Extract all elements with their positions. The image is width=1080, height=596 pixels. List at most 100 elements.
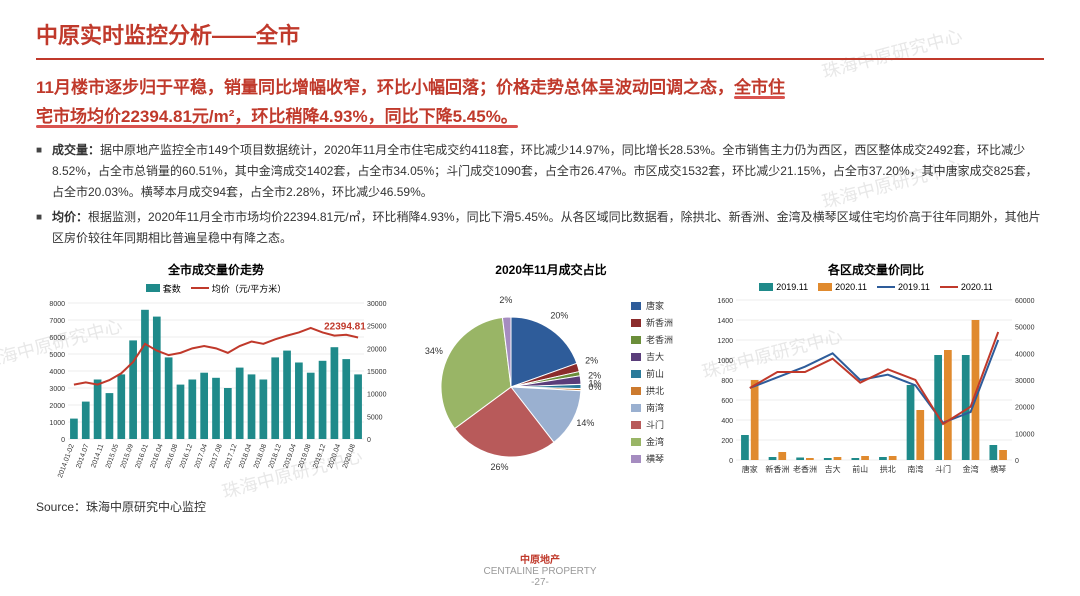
svg-text:40000: 40000 <box>1015 351 1035 358</box>
svg-text:8000: 8000 <box>49 301 65 308</box>
svg-text:34%: 34% <box>425 346 443 356</box>
lg-line2019-lb: 2019.11 <box>898 282 930 292</box>
svg-text:金湾: 金湾 <box>963 464 979 474</box>
legend-volume: 套数 <box>146 282 181 295</box>
chart3-svg: 0200400600800100012001400160001000020000… <box>706 294 1046 484</box>
svg-text:60000: 60000 <box>1015 298 1035 305</box>
title-main: 中原实时监控分析 <box>36 23 212 48</box>
svg-text:20000: 20000 <box>1015 404 1035 411</box>
legend-volume-label: 套数 <box>163 282 181 295</box>
svg-text:200: 200 <box>721 438 733 445</box>
svg-text:6000: 6000 <box>49 335 65 342</box>
chart1-svg: 0100020003000400050006000700080000500010… <box>36 297 396 487</box>
svg-text:5000: 5000 <box>367 414 383 421</box>
svg-text:2018.08: 2018.08 <box>253 443 268 469</box>
highlight-2: 宅市场均价22394.81元/m²，环比稍降4.93%，同比下降5.45%。 <box>36 107 518 126</box>
footer-logo: 中原地产 CENTALINE PROPERTY -27- <box>484 551 597 588</box>
chart2-svg: 20%2%2%1%0%14%26%34%2%唐家新香洲老香洲吉大前山拱北南湾斗门… <box>406 282 696 482</box>
svg-text:吉大: 吉大 <box>646 351 664 362</box>
highlight-1a: 11月楼市逐步归于平稳，销量同比增幅收窄，环比小幅回落；价格走势总体呈波动回调之… <box>36 78 734 97</box>
svg-text:2020.08: 2020.08 <box>342 443 357 469</box>
lg-bar2020-sw <box>818 283 832 291</box>
svg-text:2017.08: 2017.08 <box>209 443 224 469</box>
svg-text:0: 0 <box>1015 458 1019 465</box>
svg-text:10000: 10000 <box>1015 431 1035 438</box>
svg-text:2015.05: 2015.05 <box>105 443 120 469</box>
svg-text:2015.09: 2015.09 <box>120 443 135 469</box>
svg-text:2014.01-02: 2014.01-02 <box>57 443 76 479</box>
lg-bar2020: 2020.11 <box>818 282 867 292</box>
svg-text:2018.12: 2018.12 <box>268 443 283 469</box>
svg-text:2016.08: 2016.08 <box>164 443 179 469</box>
svg-text:拱北: 拱北 <box>880 464 896 474</box>
lg-bar2019: 2019.11 <box>759 282 808 292</box>
title-sub: 全市 <box>256 23 300 48</box>
svg-text:2020.04: 2020.04 <box>327 443 342 469</box>
svg-text:22394.81: 22394.81 <box>324 321 366 332</box>
svg-text:2000: 2000 <box>49 403 65 410</box>
svg-text:南湾: 南湾 <box>646 402 664 413</box>
bullet1-text: 据中原地产监控全市149个项目数据统计，2020年11月全市住宅成交约4118套… <box>52 143 1038 199</box>
svg-text:800: 800 <box>721 378 733 385</box>
lg-line2020: 2020.11 <box>940 282 993 292</box>
svg-text:15000: 15000 <box>367 369 387 376</box>
legend-price-swatch <box>191 287 209 289</box>
charts-row: 全市成交量价走势 套数 均价（元/平方米） 010002000300040005… <box>36 261 1044 492</box>
svg-text:50000: 50000 <box>1015 324 1035 331</box>
svg-text:0: 0 <box>61 437 65 444</box>
svg-text:前山: 前山 <box>646 368 664 379</box>
slide-body: 中原实时监控分析——全市 11月楼市逐步归于平稳，销量同比增幅收窄，环比小幅回落… <box>0 0 1080 525</box>
svg-text:金湾: 金湾 <box>646 436 664 447</box>
svg-text:1000: 1000 <box>717 358 733 365</box>
svg-text:横琴: 横琴 <box>990 464 1006 474</box>
title-rule <box>36 58 1044 60</box>
svg-text:0%: 0% <box>588 382 601 392</box>
legend-price: 均价（元/平方米） <box>191 282 287 295</box>
svg-text:3000: 3000 <box>49 386 65 393</box>
footer-red: 中原地产 <box>520 555 560 566</box>
svg-text:10000: 10000 <box>367 391 387 398</box>
footer-page: -27- <box>531 577 549 588</box>
svg-text:吉大: 吉大 <box>825 464 841 474</box>
svg-text:老香洲: 老香洲 <box>646 334 673 345</box>
svg-text:400: 400 <box>721 418 733 425</box>
lg-bar2019-lb: 2019.11 <box>776 282 808 292</box>
svg-text:4000: 4000 <box>49 369 65 376</box>
svg-text:1200: 1200 <box>717 338 733 345</box>
svg-text:唐家: 唐家 <box>646 300 664 311</box>
svg-text:14%: 14% <box>576 418 594 428</box>
lg-bar2019-sw <box>759 283 773 291</box>
svg-text:斗门: 斗门 <box>646 419 664 430</box>
svg-text:2%: 2% <box>499 295 512 305</box>
svg-text:1400: 1400 <box>717 318 733 325</box>
svg-text:26%: 26% <box>490 462 508 472</box>
svg-text:30000: 30000 <box>1015 378 1035 385</box>
svg-text:2%: 2% <box>585 355 598 365</box>
page-title: 中原实时监控分析——全市 <box>36 18 1044 50</box>
svg-text:2016.12: 2016.12 <box>179 443 194 469</box>
svg-text:20000: 20000 <box>367 346 387 353</box>
chart-pie-share: 2020年11月成交占比 20%2%2%1%0%14%26%34%2%唐家新香洲… <box>406 261 696 492</box>
bullet2-text: 根据监测，2020年11月全市市场均价22394.81元/㎡，环比稍降4.93%… <box>52 210 1041 245</box>
svg-text:0: 0 <box>367 437 371 444</box>
chart1-legend: 套数 均价（元/平方米） <box>36 282 396 295</box>
svg-text:2016.01: 2016.01 <box>135 443 150 469</box>
svg-text:2019.04: 2019.04 <box>283 443 298 469</box>
bullet-volume: 成交量：据中原地产监控全市149个项目数据统计，2020年11月全市住宅成交约4… <box>36 140 1044 203</box>
svg-text:前山: 前山 <box>852 464 868 474</box>
svg-text:老香洲: 老香洲 <box>793 464 817 474</box>
svg-text:1000: 1000 <box>49 420 65 427</box>
svg-text:斗门: 斗门 <box>935 464 951 474</box>
lg-line2020-lb: 2020.11 <box>961 282 993 292</box>
legend-price-label: 均价（元/平方米） <box>212 282 287 295</box>
svg-text:1600: 1600 <box>717 298 733 305</box>
svg-text:2018.04: 2018.04 <box>238 443 253 469</box>
svg-text:600: 600 <box>721 398 733 405</box>
bullet-list: 成交量：据中原地产监控全市149个项目数据统计，2020年11月全市住宅成交约4… <box>36 140 1044 249</box>
chart3-legend: 2019.11 2020.11 2019.11 2020.11 <box>706 282 1046 292</box>
bullet1-label: 成交量： <box>52 143 100 157</box>
highlight-1b: 全市住 <box>734 78 785 97</box>
svg-text:5000: 5000 <box>49 352 65 359</box>
svg-text:2019.12: 2019.12 <box>312 443 327 469</box>
highlight-text: 11月楼市逐步归于平稳，销量同比增幅收窄，环比小幅回落；价格走势总体呈波动回调之… <box>36 74 1044 132</box>
